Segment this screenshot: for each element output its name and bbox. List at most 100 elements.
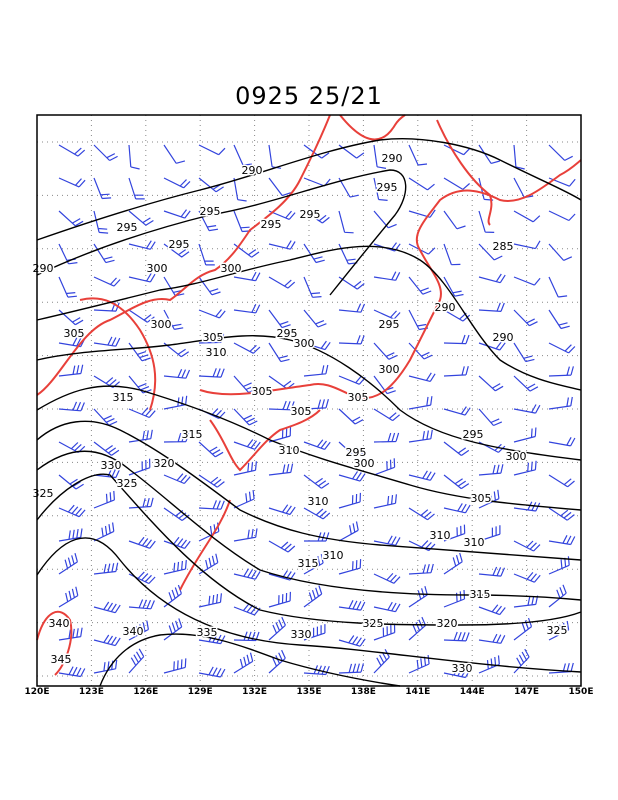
wind-barb — [58, 586, 79, 608]
wind-barb — [548, 556, 570, 575]
contour-label: 295 — [379, 318, 400, 331]
contour — [36, 450, 582, 601]
wind-barb — [478, 210, 495, 233]
contour-label: 290 — [493, 331, 514, 344]
wind-barb — [303, 276, 322, 298]
wind-barb — [128, 458, 151, 476]
wind-barb — [513, 648, 530, 674]
wind-barb — [443, 334, 470, 345]
wind-barb — [163, 243, 190, 258]
contour-label: 300 — [506, 450, 527, 463]
wind-barb — [268, 342, 290, 363]
wind-barb — [268, 240, 296, 250]
wind-barb — [233, 652, 254, 674]
wind-barb — [443, 243, 461, 266]
contour-label: 300 — [147, 262, 168, 275]
wind-barb — [443, 177, 470, 190]
wind-barb — [478, 273, 506, 284]
wind-barb — [163, 209, 191, 219]
contour-label: 340 — [123, 625, 144, 638]
wind-barb — [128, 272, 156, 283]
wind-barb — [373, 144, 387, 169]
contour-label: 325 — [33, 487, 54, 500]
wind-barb — [548, 662, 574, 674]
wind-barb — [93, 522, 115, 542]
wind-barb — [198, 474, 225, 488]
wind-barb — [198, 368, 225, 378]
map-frame — [36, 114, 582, 687]
longitude-labels: 120E 123E 126E 129E 132E 135E 138E 141E 144E 147E… — [25, 687, 594, 697]
lon-label: 141E — [405, 687, 430, 697]
lon-label: 120E — [25, 687, 50, 697]
coastline — [36, 114, 331, 396]
wind-barb — [58, 276, 77, 298]
wind-barb — [128, 536, 156, 549]
wind-barb — [58, 666, 86, 678]
wind-barb — [233, 304, 261, 314]
wind-barb — [233, 342, 261, 354]
wind-barb — [128, 240, 156, 250]
wind-barb — [198, 553, 219, 575]
wind-barb — [408, 144, 428, 166]
wind-barb — [373, 623, 396, 641]
map-title: 0925 25/21 — [235, 82, 383, 110]
wind-barb — [478, 243, 503, 261]
wind-barb — [373, 458, 396, 476]
wind-barb — [198, 666, 226, 678]
wind-barb — [163, 395, 188, 410]
wind-barb — [58, 528, 83, 542]
contour-label: 295 — [377, 181, 398, 194]
wind-barb — [513, 144, 525, 170]
lon-label: 138E — [351, 687, 376, 697]
wind-barb — [198, 276, 221, 296]
wind-barb — [198, 500, 225, 510]
wind-barb — [373, 408, 400, 422]
wind-barb — [163, 507, 190, 521]
wind-barb — [548, 474, 575, 488]
wind-barb — [373, 309, 401, 320]
contour-label: 295 — [200, 205, 221, 218]
contour-label: 305 — [348, 391, 369, 404]
contours — [36, 138, 582, 687]
wind-barb — [478, 566, 506, 577]
wind-barb — [443, 210, 466, 230]
wind-barb — [548, 342, 576, 354]
wind-barb — [408, 655, 430, 674]
contour-label: 310 — [464, 536, 485, 549]
wind-barb — [373, 572, 401, 584]
wind-barb — [548, 210, 576, 222]
wind-barb — [478, 341, 506, 351]
contour-label: 315 — [182, 428, 203, 441]
wind-barb — [58, 553, 78, 575]
contour — [36, 420, 582, 561]
coastline — [199, 159, 582, 400]
wind-barb — [408, 276, 432, 295]
lon-label: 150E — [569, 687, 594, 697]
wind-barb — [548, 366, 574, 377]
wind-barb — [128, 375, 152, 394]
contour-label: 285 — [493, 240, 514, 253]
contour-label: 310 — [430, 529, 451, 542]
wind-barb — [513, 427, 537, 443]
wind-barb — [338, 441, 364, 458]
wind-barb — [233, 144, 252, 166]
wind-barb — [443, 552, 463, 575]
wind-barb — [373, 494, 397, 509]
wind-barb — [198, 633, 226, 645]
wind-barb — [443, 406, 471, 416]
coastline — [79, 297, 157, 411]
contour-label: 300 — [151, 318, 172, 331]
wind-barb — [338, 559, 362, 575]
wind-barb — [128, 144, 140, 170]
wind-barb — [58, 177, 86, 188]
wind-barb — [303, 309, 327, 328]
wind-barb — [478, 464, 504, 476]
wind-barb — [408, 177, 435, 191]
contour-label: 295 — [261, 218, 282, 231]
wind-barb — [548, 535, 576, 546]
wind-barb — [128, 177, 145, 200]
contour-label: 290 — [33, 262, 54, 275]
wind-barb — [408, 507, 435, 521]
contour-label: 315 — [470, 588, 491, 601]
wind-barb — [548, 437, 576, 447]
